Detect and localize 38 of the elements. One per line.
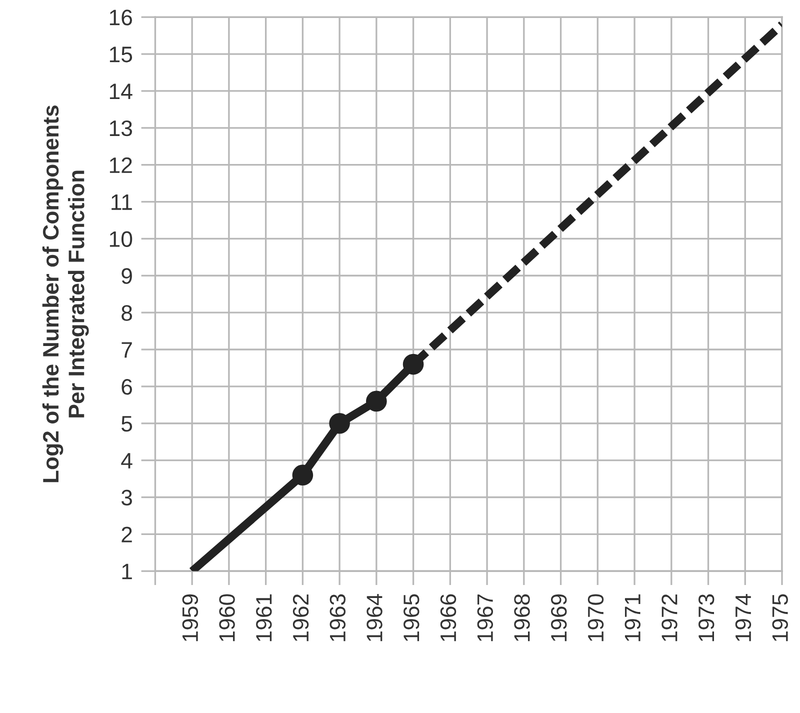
y-tick-label: 3	[121, 490, 132, 506]
x-tick-label: 1965	[404, 594, 420, 642]
x-tick-label: 1975	[772, 594, 788, 642]
point	[366, 390, 387, 412]
y-tick-label: 5	[122, 416, 132, 432]
x-tick-label: 1963	[330, 594, 346, 642]
y-tick-label: 11	[112, 194, 132, 210]
x-tick-label: 1959	[182, 594, 198, 642]
y-tick-label: 1	[122, 564, 132, 580]
x-tick-label: 1970	[588, 594, 604, 642]
x-tick-label: 1968	[514, 594, 530, 642]
y-tick-label: 13	[110, 120, 132, 136]
y-tick-label: 2	[122, 526, 132, 542]
y-tick-label: 7	[122, 342, 132, 358]
y-tick-label: 16	[110, 10, 132, 26]
x-tick-label: 1974	[735, 594, 752, 642]
x-tick-label: 1972	[662, 594, 678, 642]
y-tick-label: 6	[122, 378, 132, 395]
x-tick-label: 1973	[698, 594, 714, 642]
x-tick-label: 1969	[551, 594, 567, 642]
y-tick-label: 12	[110, 157, 132, 173]
x-tick-label: 1966	[440, 594, 456, 642]
x-tick-label: 1960	[219, 594, 235, 642]
y-tick-label: 14	[110, 84, 132, 100]
point	[292, 464, 314, 486]
point	[402, 354, 424, 375]
y-tick-label: 9	[122, 268, 132, 284]
x-tick-label: 1964	[366, 594, 382, 642]
y-tick-label: 4	[121, 453, 132, 468]
y-axis-title: Log2 of the Number of Components Per Integrated Function	[42, 106, 89, 482]
x-tick-label: 1961	[256, 594, 272, 642]
x-tick-label: 1962	[292, 594, 309, 642]
y-tick-label: 8	[122, 305, 132, 321]
y-tick-label: 15	[110, 46, 132, 62]
x-tick-label: 1971	[624, 594, 640, 642]
point	[329, 412, 350, 434]
x-tick-label: 1967	[477, 594, 493, 642]
y-tick-label: 10	[110, 231, 132, 247]
